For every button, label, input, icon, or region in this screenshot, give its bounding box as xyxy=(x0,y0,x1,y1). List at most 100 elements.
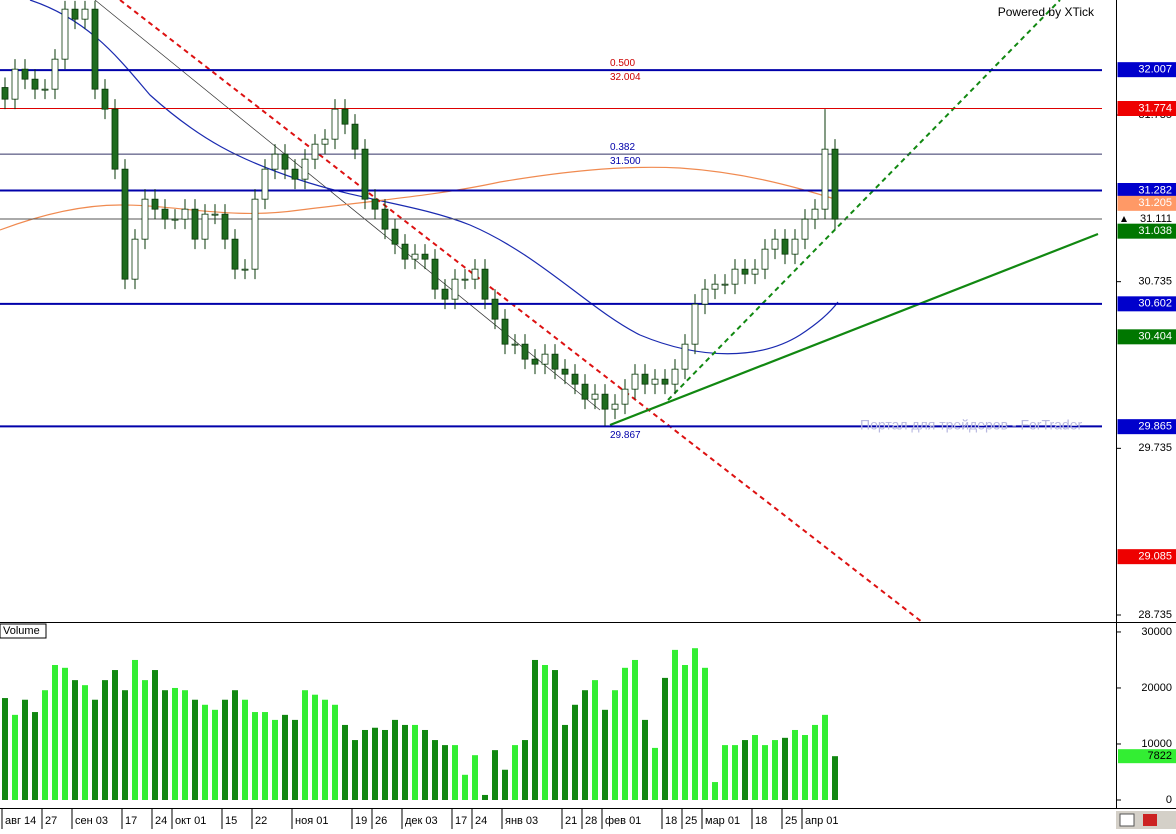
candle-body xyxy=(601,393,609,410)
volume-marker xyxy=(1118,749,1176,764)
volume-bar xyxy=(372,727,378,800)
volume-bar xyxy=(542,665,548,800)
volume-bar xyxy=(832,756,838,800)
volume-bar xyxy=(32,712,38,800)
y-tick-label: 28.735 xyxy=(1138,609,1172,621)
volume-bar xyxy=(792,729,798,800)
price-marker xyxy=(1117,549,1176,565)
volume-bar xyxy=(192,699,198,800)
x-tick-label: авг 14 xyxy=(5,815,36,827)
volume-bar xyxy=(692,648,698,800)
volume-bar xyxy=(262,712,268,800)
x-tick-label: фев 01 xyxy=(605,815,641,827)
volume-bar xyxy=(502,769,508,800)
volume-bar xyxy=(402,724,408,800)
candle-body xyxy=(141,198,149,240)
candle-body xyxy=(221,213,229,240)
volume-bar xyxy=(612,690,618,800)
x-tick-label: 24 xyxy=(155,815,167,827)
volume-bar xyxy=(312,694,318,800)
volume-bar xyxy=(522,740,528,800)
volume-bar xyxy=(62,667,68,800)
volume-bar xyxy=(682,665,688,800)
price-pane xyxy=(0,0,1102,622)
candle-body xyxy=(551,353,559,370)
x-tick-label: дек 03 xyxy=(405,815,438,827)
candle-body xyxy=(91,8,99,90)
volume-bar xyxy=(132,659,138,800)
volume-bar xyxy=(162,690,168,800)
price-marker xyxy=(1117,419,1176,435)
x-tick-label: 27 xyxy=(45,815,57,827)
volume-pane xyxy=(2,648,838,800)
price-marker-label: 31.282 xyxy=(1138,184,1172,196)
price-marker-label: 31.205 xyxy=(1138,197,1172,209)
volume-bar xyxy=(2,698,8,800)
candle-body xyxy=(661,378,669,385)
candle-body xyxy=(721,283,729,286)
candle-body xyxy=(501,318,509,345)
y-tick-label: 20000 xyxy=(1141,682,1172,694)
candle-body xyxy=(51,58,59,90)
x-tick-label: мар 01 xyxy=(705,815,740,827)
candle-body xyxy=(451,278,459,300)
candle-body xyxy=(471,268,479,280)
candle-body xyxy=(241,268,249,271)
candle-body xyxy=(611,403,619,410)
candle-body xyxy=(61,8,69,60)
candle-body xyxy=(11,68,19,100)
volume-bar xyxy=(462,774,468,800)
y-tick-label: 30000 xyxy=(1141,626,1172,638)
candle-body xyxy=(341,108,349,125)
candle-body xyxy=(771,238,779,250)
x-tick-label: 21 xyxy=(565,815,577,827)
candle-body xyxy=(751,268,759,275)
volume-bar xyxy=(52,665,58,800)
volume-bar xyxy=(532,659,538,800)
volume-bar xyxy=(702,667,708,800)
candle-body xyxy=(291,168,299,180)
volume-bar xyxy=(672,649,678,800)
candle-body xyxy=(301,158,309,180)
candle-body xyxy=(511,343,519,346)
candle-body xyxy=(571,373,579,385)
price-marker xyxy=(1117,195,1176,211)
price-marker-label: 29.085 xyxy=(1138,551,1172,563)
volume-bar xyxy=(102,680,108,800)
candle-body xyxy=(251,198,259,270)
volume-bar xyxy=(252,712,258,800)
candle-body xyxy=(181,208,189,220)
volume-bar xyxy=(362,729,368,800)
volume-bar xyxy=(742,740,748,800)
volume-bar xyxy=(342,724,348,800)
volume-bar xyxy=(492,750,498,800)
trend-line xyxy=(609,232,1099,427)
candle-body xyxy=(801,218,809,240)
candle-body xyxy=(441,288,449,300)
volume-bar xyxy=(92,699,98,800)
candle-body xyxy=(521,343,529,360)
candle-body xyxy=(121,168,129,280)
candle-body xyxy=(631,373,639,390)
volume-bar xyxy=(602,709,608,800)
fib-price: 31.500 xyxy=(610,156,641,167)
volume-label: Volume xyxy=(3,625,40,637)
volume-bar xyxy=(452,745,458,800)
toolbar-button[interactable] xyxy=(1119,813,1135,827)
volume-bar xyxy=(622,667,628,800)
candle-body xyxy=(111,108,119,170)
volume-bar xyxy=(552,670,558,800)
candle-body xyxy=(271,153,279,170)
candle-body xyxy=(381,208,389,230)
volume-bar xyxy=(802,735,808,800)
candle-body xyxy=(561,368,569,375)
price-marker-label: 30.404 xyxy=(1138,331,1172,343)
volume-bar xyxy=(642,719,648,800)
volume-bar xyxy=(582,690,588,800)
volume-bar xyxy=(392,719,398,800)
trend-line xyxy=(119,0,923,622)
volume-bar xyxy=(482,794,488,800)
volume-bar xyxy=(472,755,478,800)
toolbar-button[interactable] xyxy=(1143,814,1157,826)
